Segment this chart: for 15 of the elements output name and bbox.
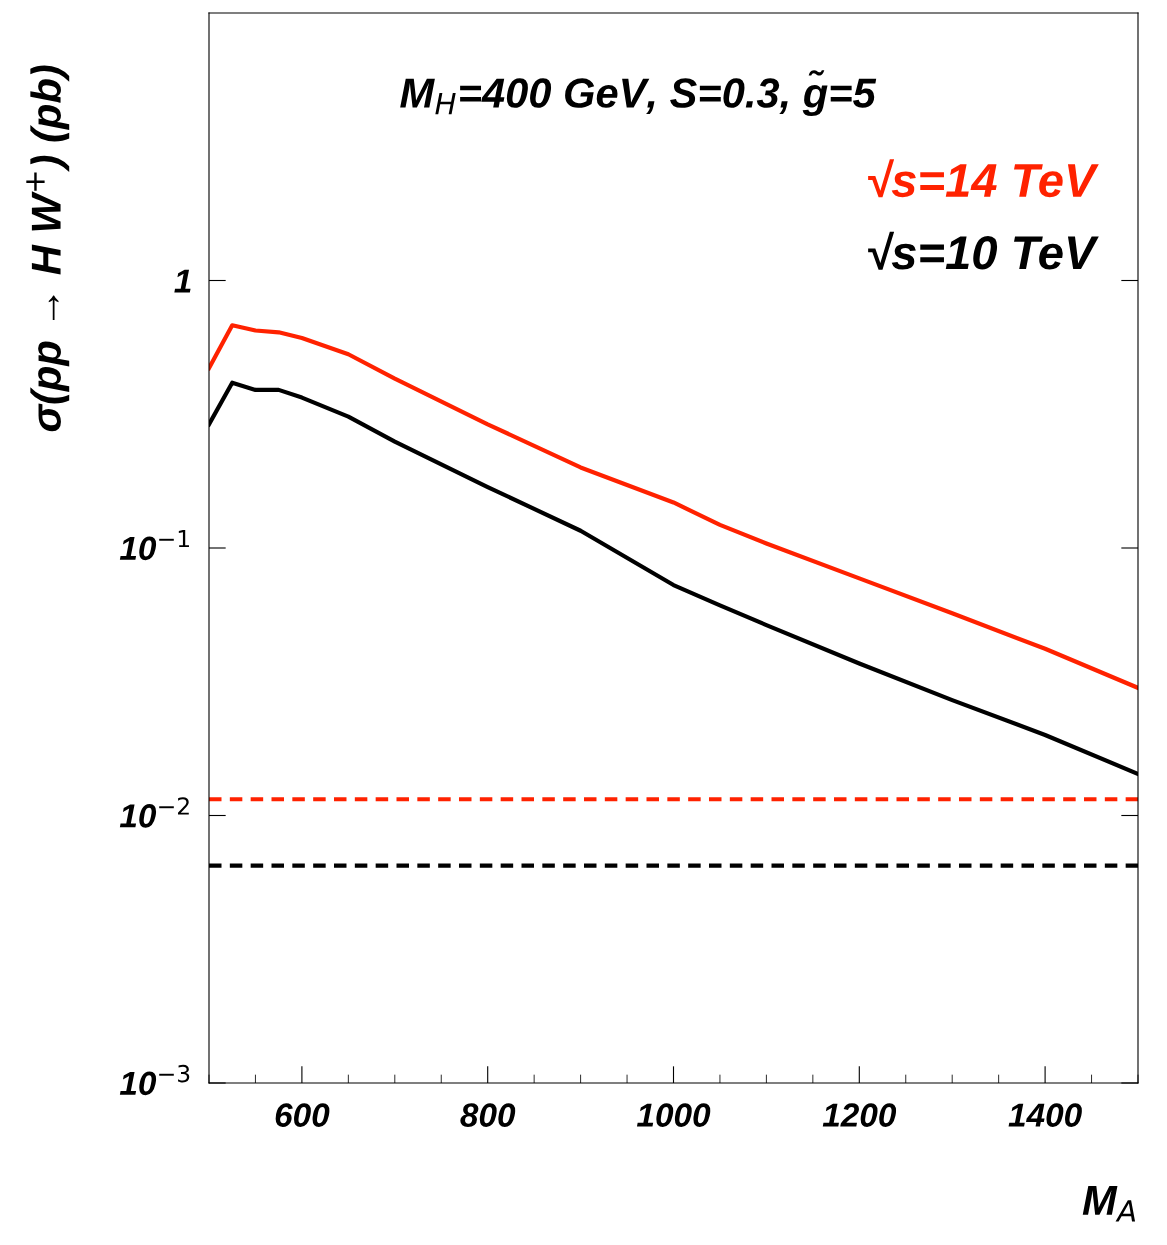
x-axis-title: M$_{A}$ <box>1082 1186 1136 1222</box>
x-tick-label: 600 <box>275 1103 330 1127</box>
x-tick-label: 1200 <box>822 1103 897 1127</box>
annotation: M$_{H}$=400 GeV, S=0.3, g̃=5 <box>400 70 877 117</box>
y-axis-title: σ(pp → H W$^{+}$) (pb) <box>26 65 70 432</box>
x-tick-label: 1400 <box>1008 1103 1082 1127</box>
line-series <box>209 323 1138 690</box>
y-tick-label: 10$^{−1}$ <box>119 530 189 561</box>
x-tick-label: 1000 <box>636 1103 711 1127</box>
y-tick-label: 1 <box>174 269 191 293</box>
legend-label: √s=10 TeV <box>868 231 1099 270</box>
y-tick-label: 10$^{−2}$ <box>119 797 189 828</box>
x-tick-label: 800 <box>460 1103 516 1127</box>
text: √s=14 TeV <box>868 159 1099 198</box>
y-tick-label: 10$^{−3}$ <box>119 1064 190 1096</box>
